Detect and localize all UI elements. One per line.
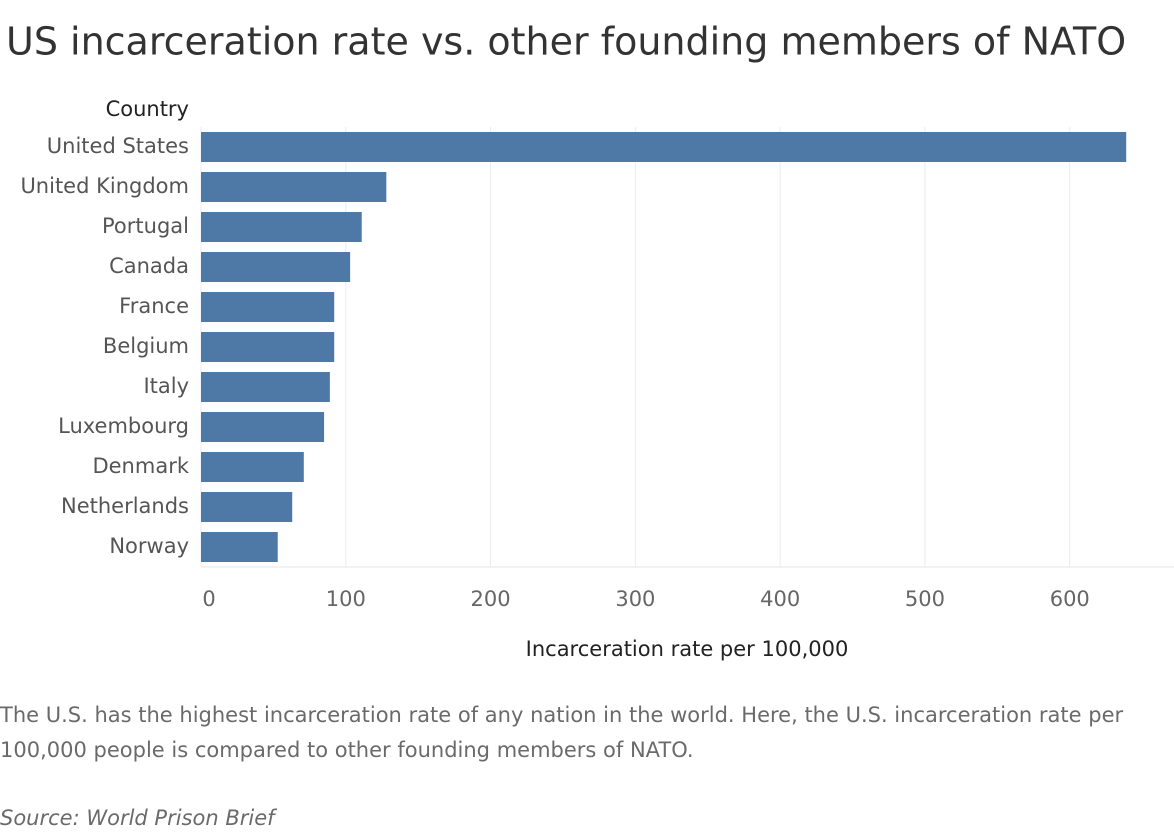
bar: [201, 132, 1127, 162]
y-axis-title: Country: [106, 97, 189, 121]
bar: [201, 492, 293, 522]
y-tick-label: Denmark: [92, 454, 189, 478]
chart: US incarceration rate vs. other founding…: [6, 20, 1174, 661]
bar: [201, 212, 362, 242]
y-tick-label: Portugal: [102, 214, 189, 238]
chart-title: US incarceration rate vs. other founding…: [6, 20, 1126, 64]
bar: [201, 372, 330, 402]
y-tick-label: France: [119, 294, 189, 318]
description: The U.S. has the highest incarceration r…: [0, 703, 1124, 762]
x-tick-label: 600: [1050, 587, 1090, 611]
y-tick-label: Canada: [109, 254, 189, 278]
bar: [201, 412, 325, 442]
bar: [201, 532, 278, 562]
y-tick-label: Netherlands: [61, 494, 189, 518]
bar: [201, 252, 351, 282]
x-tick-label: 0: [202, 587, 215, 611]
x-tick-label: 300: [615, 587, 655, 611]
bar: [201, 172, 387, 202]
x-tick-label: 400: [760, 587, 800, 611]
y-tick-label: United States: [47, 134, 189, 158]
bar: [201, 452, 304, 482]
x-axis-title: Incarceration rate per 100,000: [526, 637, 849, 661]
y-tick-label: Norway: [109, 534, 189, 558]
y-tick-label: Belgium: [103, 334, 189, 358]
bar: [201, 332, 335, 362]
x-tick-label: 500: [905, 587, 945, 611]
x-tick-label: 100: [326, 587, 366, 611]
source: Source: World Prison Brief: [0, 806, 275, 830]
y-tick-label: United Kingdom: [20, 174, 189, 198]
bar: [201, 292, 335, 322]
x-tick-label: 200: [471, 587, 511, 611]
y-tick-label: Luxembourg: [58, 414, 189, 438]
y-tick-label: Italy: [143, 374, 189, 398]
